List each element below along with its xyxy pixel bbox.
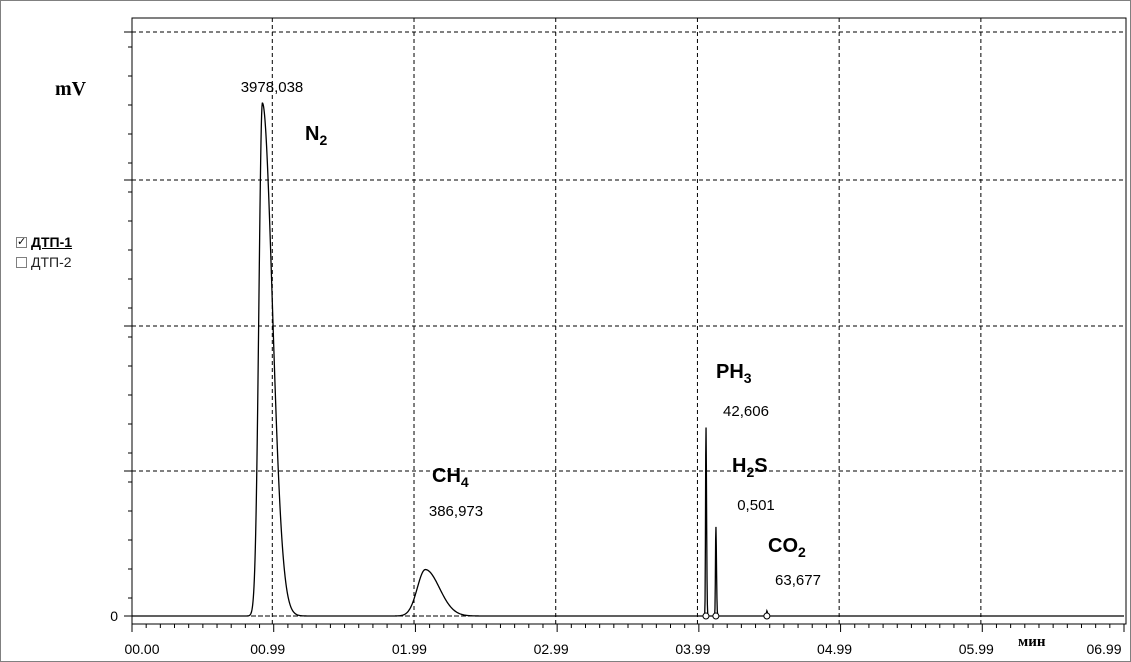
legend: ✓ ДТП-1 ДТП-2 bbox=[16, 232, 72, 272]
peak-compound-label: CH4 bbox=[432, 465, 469, 490]
x-tick-label: 00.00 bbox=[124, 641, 159, 657]
tick-marks bbox=[124, 31, 1125, 632]
checkbox-checked-icon[interactable]: ✓ bbox=[16, 235, 27, 248]
tick-labels: 00.00 00.99 01.99 02.99 03.99 04.99 05.99 06.99… bbox=[110, 608, 1122, 657]
chromatogram-trace bbox=[132, 102, 1124, 617]
x-axis-unit-label: мин bbox=[1018, 634, 1046, 650]
peak-compound-label: H2S bbox=[732, 455, 768, 480]
legend-item-dtp2[interactable]: ДТП-2 bbox=[16, 252, 72, 272]
peak-value-label: 0,501 bbox=[737, 497, 775, 514]
peak-marker bbox=[702, 612, 710, 620]
x-tick-label: 01.99 bbox=[392, 641, 427, 657]
x-tick-label: 03.99 bbox=[675, 641, 710, 657]
legend-item-label: ДТП-1 bbox=[31, 234, 73, 250]
peak-value-label: 3978,038 bbox=[241, 79, 304, 96]
y-tick-label: 0 bbox=[110, 608, 118, 624]
y-axis-label: mV bbox=[55, 78, 87, 100]
peak-compound-label: PH3 bbox=[716, 361, 752, 386]
plot-area: 00.00 00.99 01.99 02.99 03.99 04.99 05.99 06.99… bbox=[110, 17, 1127, 657]
legend-item-dtp1[interactable]: ✓ ДТП-1 bbox=[16, 232, 72, 252]
x-tick-label: 05.99 bbox=[959, 641, 994, 657]
x-tick-label: 02.99 bbox=[534, 641, 569, 657]
peak-compound-label: N2 bbox=[305, 123, 327, 148]
peak-marker bbox=[763, 612, 771, 620]
peak-markers bbox=[702, 612, 771, 620]
peak-compound-label: CO2 bbox=[768, 535, 806, 560]
checkbox-unchecked-icon[interactable] bbox=[16, 256, 27, 268]
x-tick-label: 00.99 bbox=[250, 641, 285, 657]
peak-labels: N2 3978,038 CH4 386,973 PH3 42,606 H2S 0,501 CO2… bbox=[241, 79, 821, 589]
x-tick-label: 06.99 bbox=[1086, 641, 1121, 657]
peak-value-label: 42,606 bbox=[723, 403, 769, 420]
legend-item-label: ДТП-2 bbox=[31, 254, 72, 270]
peak-value-label: 386,973 bbox=[429, 503, 483, 520]
grid-lines bbox=[132, 18, 1126, 624]
peak-marker bbox=[712, 612, 720, 620]
x-tick-label: 04.99 bbox=[817, 641, 852, 657]
peak-value-label: 63,677 bbox=[775, 572, 821, 589]
